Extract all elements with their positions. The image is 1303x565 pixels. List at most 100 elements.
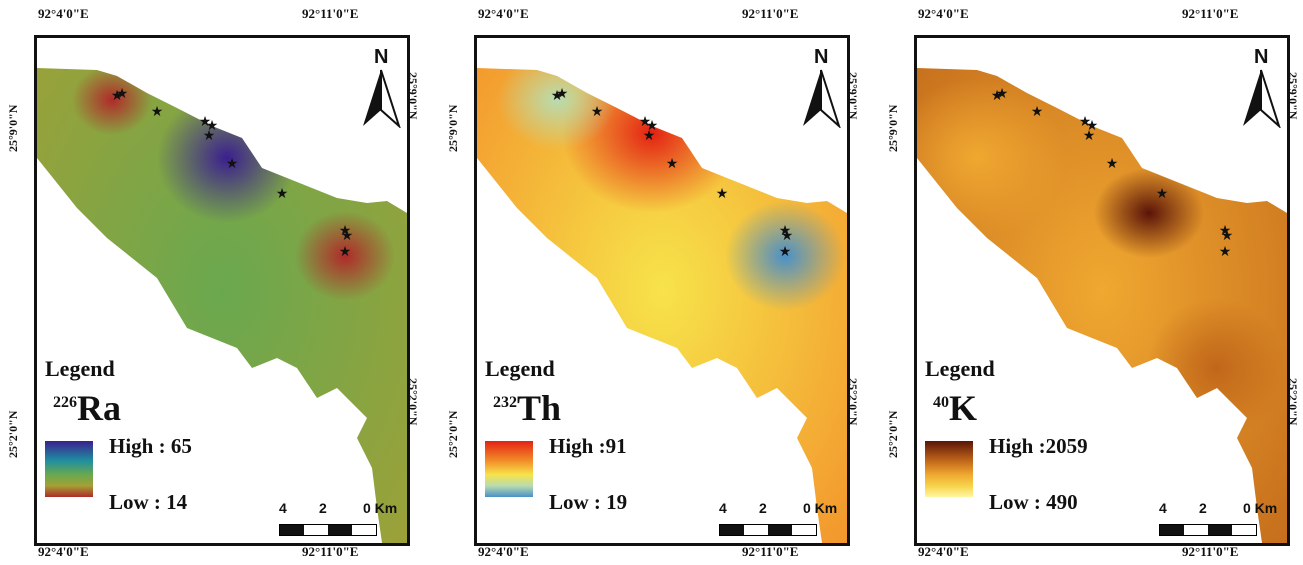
- star-icon: ★: [1221, 228, 1234, 244]
- star-icon: ★: [666, 156, 679, 172]
- legend-color-ramp: [45, 441, 93, 497]
- longitude-label-top-right: 92°11'0"E: [302, 6, 359, 21]
- latitude-label-lower-left: 25°2'0"N: [886, 410, 900, 458]
- star-icon: ★: [716, 186, 729, 202]
- star-icon: ★: [991, 88, 1004, 104]
- star-icon: ★: [996, 86, 1009, 102]
- longitude-label-top-left: 92°4'0"E: [918, 6, 969, 21]
- map-frame: ★ ★ ★ ★ ★ ★ ★ ★ ★ ★ ★ N Legend 226Ra High : 65 Low…: [34, 35, 410, 546]
- longitude-label-top-left: 92°4'0"E: [38, 6, 89, 21]
- star-icon: ★: [1079, 114, 1092, 130]
- interpolated-surface: ★★★★★★★★★★★: [37, 68, 407, 543]
- map-panel-k: 92°4'0"E 92°11'0"E 92°4'0"E 92°11'0"E 25…: [880, 0, 1303, 565]
- legend-low-label: Low : 490: [989, 490, 1078, 514]
- longitude-label-bottom-right: 92°11'0"E: [742, 544, 799, 559]
- scale-label-2: 2: [1199, 500, 1207, 516]
- north-arrow-icon: [803, 69, 841, 128]
- star-icon: ★: [276, 186, 289, 202]
- star-icon: ★: [779, 244, 792, 260]
- map-panel-th: 92°4'0"E 92°11'0"E 92°4'0"E 92°11'0"E 25…: [440, 0, 870, 565]
- star-icon: ★: [199, 114, 212, 130]
- longitude-label-bottom-left: 92°4'0"E: [478, 544, 529, 559]
- interpolated-surface: ★★★★★★★★★★★: [477, 68, 847, 543]
- element-symbol: Th: [517, 388, 562, 428]
- star-icon: ★: [111, 88, 124, 104]
- sample-points: ★★★★★★★★★★★: [111, 86, 354, 260]
- longitude-label-top-left: 92°4'0"E: [478, 6, 529, 21]
- interpolated-surface: ★★★★★★★★★★★: [917, 68, 1287, 543]
- star-icon: ★: [779, 223, 792, 239]
- scale-label-2: 2: [759, 500, 767, 516]
- star-icon: ★: [1106, 156, 1119, 172]
- latitude-label-lower-left: 25°2'0"N: [446, 410, 460, 458]
- star-icon: ★: [1086, 118, 1099, 134]
- latitude-label-upper-left: 25°9'0"N: [446, 104, 460, 152]
- star-icon: ★: [341, 228, 354, 244]
- scale-label-0-km: 0 Km: [1243, 500, 1278, 516]
- star-icon: ★: [639, 114, 652, 130]
- legend-high-label: High :91: [549, 434, 627, 458]
- map-frame: ★ ★ ★ ★ ★ ★ ★ ★ ★ ★ ★ N Legend 232Th High :91 Low …: [474, 35, 850, 546]
- star-icon: ★: [151, 104, 164, 120]
- north-label: N: [374, 46, 389, 68]
- latitude-label-lower-left: 25°2'0"N: [6, 410, 20, 458]
- scale-bar-segments: [279, 524, 377, 536]
- latitude-label-upper-left: 25°9'0"N: [6, 104, 20, 152]
- scale-bar: 4 2 0 Km: [1159, 500, 1287, 543]
- star-icon: ★: [1031, 104, 1044, 120]
- star-icon: ★: [203, 128, 216, 144]
- longitude-label-bottom-right: 92°11'0"E: [1182, 544, 1239, 559]
- mass-number: 226: [53, 394, 77, 411]
- north-arrow-icon: [363, 69, 401, 128]
- star-icon: ★: [1219, 244, 1232, 260]
- star-icon: ★: [226, 156, 239, 172]
- scale-bar-segments: [1159, 524, 1257, 536]
- scale-bar-segments: [719, 524, 817, 536]
- latitude-label-upper-left: 25°9'0"N: [886, 104, 900, 152]
- map-panel-ra: 92°4'0"E 92°11'0"E 92°4'0"E 92°11'0"E 25…: [0, 0, 430, 565]
- star-icon: ★: [116, 86, 129, 102]
- north-label: N: [1254, 46, 1269, 68]
- star-icon: ★: [643, 128, 656, 144]
- star-icon: ★: [551, 88, 564, 104]
- element-symbol: K: [949, 388, 978, 428]
- mass-number: 40: [933, 394, 949, 411]
- element-symbol: Ra: [77, 388, 121, 428]
- longitude-label-bottom-left: 92°4'0"E: [918, 544, 969, 559]
- element-label: 232Th: [493, 390, 561, 426]
- legend-color-ramp: [925, 441, 973, 497]
- legend-low-label: Low : 19: [549, 490, 628, 514]
- scale-label-2: 2: [319, 500, 327, 516]
- element-label: 226Ra: [53, 390, 121, 426]
- element-label: 40K: [933, 390, 977, 426]
- mass-number: 232: [493, 394, 517, 411]
- legend-low-label: Low : 14: [109, 490, 188, 514]
- star-icon: ★: [591, 104, 604, 120]
- star-icon: ★: [646, 118, 659, 134]
- star-icon: ★: [339, 223, 352, 239]
- scale-label-4: 4: [719, 500, 727, 516]
- legend-title: Legend: [925, 356, 995, 381]
- longitude-label-top-right: 92°11'0"E: [1182, 6, 1239, 21]
- scale-bar: 4 2 0 Km: [279, 500, 407, 543]
- scale-label-0-km: 0 Km: [363, 500, 398, 516]
- map-frame: ★ ★ ★ ★ ★ ★ ★ ★ ★ ★ ★ N Legend 40K High :2059 Low …: [914, 35, 1290, 546]
- legend-title: Legend: [45, 356, 115, 381]
- star-icon: ★: [1156, 186, 1169, 202]
- longitude-label-bottom-right: 92°11'0"E: [302, 544, 359, 559]
- star-icon: ★: [1219, 223, 1232, 239]
- star-icon: ★: [556, 86, 569, 102]
- legend-color-ramp: [485, 441, 533, 497]
- longitude-label-top-right: 92°11'0"E: [742, 6, 799, 21]
- sample-points: ★★★★★★★★★★★: [991, 86, 1234, 260]
- sample-points: ★★★★★★★★★★★: [551, 86, 794, 260]
- star-icon: ★: [339, 244, 352, 260]
- longitude-label-bottom-left: 92°4'0"E: [38, 544, 89, 559]
- scale-label-4: 4: [279, 500, 287, 516]
- star-icon: ★: [781, 228, 794, 244]
- scale-bar: 4 2 0 Km: [719, 500, 847, 543]
- legend-high-label: High :2059: [989, 434, 1088, 458]
- north-arrow-icon: [1243, 69, 1281, 128]
- legend-title: Legend: [485, 356, 555, 381]
- star-icon: ★: [206, 118, 219, 134]
